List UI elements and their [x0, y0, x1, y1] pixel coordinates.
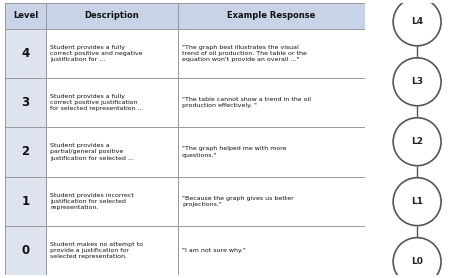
Text: "The graph best illustrates the visual
trend of oil production. The table or the: "The graph best illustrates the visual t…	[182, 44, 307, 62]
Text: "The graph helped me with more
questions.": "The graph helped me with more questions…	[182, 146, 286, 158]
FancyBboxPatch shape	[178, 177, 365, 226]
FancyBboxPatch shape	[5, 226, 46, 275]
Text: L1: L1	[411, 197, 423, 206]
Ellipse shape	[393, 118, 441, 166]
Text: Student provides incorrect
justification for selected
representation.: Student provides incorrect justification…	[51, 193, 134, 210]
Text: L4: L4	[411, 17, 423, 26]
Text: 3: 3	[21, 96, 29, 109]
Ellipse shape	[393, 0, 441, 46]
Ellipse shape	[393, 178, 441, 226]
Text: 1: 1	[21, 195, 29, 208]
FancyBboxPatch shape	[178, 127, 365, 177]
FancyBboxPatch shape	[178, 226, 365, 275]
FancyBboxPatch shape	[46, 226, 178, 275]
FancyBboxPatch shape	[5, 177, 46, 226]
FancyBboxPatch shape	[178, 3, 365, 29]
FancyBboxPatch shape	[178, 29, 365, 78]
Text: "The table cannot show a trend in the oil
production effectively. ": "The table cannot show a trend in the oi…	[182, 97, 311, 108]
Text: 4: 4	[21, 47, 29, 60]
Text: L3: L3	[411, 77, 423, 86]
Text: "Because the graph gives us better
projections.": "Because the graph gives us better proje…	[182, 196, 294, 207]
Text: L2: L2	[411, 137, 423, 146]
Text: L0: L0	[411, 257, 423, 266]
Text: "I am not sure why.": "I am not sure why."	[182, 248, 246, 253]
Text: Description: Description	[84, 11, 139, 20]
FancyBboxPatch shape	[46, 29, 178, 78]
FancyBboxPatch shape	[5, 29, 46, 78]
Ellipse shape	[393, 238, 441, 278]
Text: 0: 0	[21, 244, 29, 257]
Text: Student provides a fully
correct positive justification
for selected representat: Student provides a fully correct positiv…	[51, 94, 144, 111]
FancyBboxPatch shape	[46, 127, 178, 177]
FancyBboxPatch shape	[178, 78, 365, 127]
FancyBboxPatch shape	[46, 3, 178, 29]
Text: 2: 2	[21, 145, 29, 158]
Ellipse shape	[393, 58, 441, 106]
FancyBboxPatch shape	[5, 127, 46, 177]
Text: Student makes no attempt to
provide a justification for
selected representation.: Student makes no attempt to provide a ju…	[51, 242, 144, 259]
Text: Example Response: Example Response	[227, 11, 316, 20]
FancyBboxPatch shape	[5, 78, 46, 127]
FancyBboxPatch shape	[46, 177, 178, 226]
Text: Level: Level	[13, 11, 38, 20]
Text: Student provides a
partial/general positive
justification for selected ...: Student provides a partial/general posit…	[51, 143, 134, 161]
FancyBboxPatch shape	[5, 3, 46, 29]
FancyBboxPatch shape	[46, 78, 178, 127]
Text: Student provides a fully
correct positive and negative
justification for ...: Student provides a fully correct positiv…	[51, 44, 143, 62]
